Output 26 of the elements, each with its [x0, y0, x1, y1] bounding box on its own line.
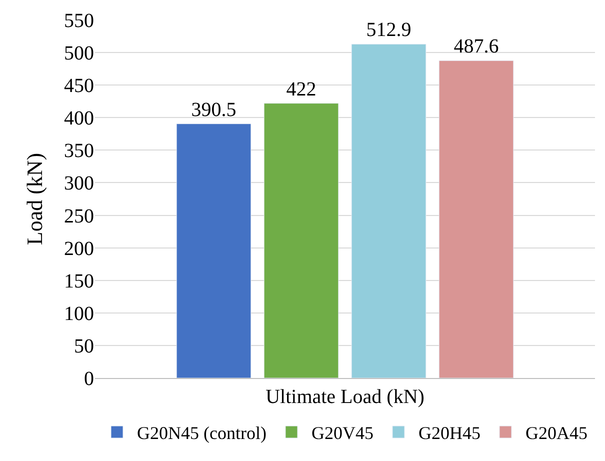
- y-tick-label: 300: [64, 172, 94, 195]
- y-tick-label: 500: [64, 42, 94, 65]
- legend-label: G20A45: [525, 423, 588, 444]
- y-tick-label: 400: [64, 108, 94, 130]
- data-label: 512.9: [366, 19, 412, 42]
- y-tick-label: 0: [84, 368, 94, 390]
- y-tick-label: 350: [64, 140, 94, 162]
- y-tick-label: 50: [74, 335, 94, 358]
- y-tick-label: 100: [64, 302, 94, 325]
- y-tick-label: 150: [64, 270, 94, 292]
- y-tick-label: 450: [64, 75, 94, 98]
- data-label: 390.5: [191, 98, 236, 121]
- bar: [176, 124, 252, 378]
- data-label: 422: [286, 78, 316, 100]
- y-tick-label: 250: [64, 205, 94, 228]
- legend-label: G20V45: [311, 423, 374, 444]
- x-tick-label: Ultimate Load (kN): [266, 386, 424, 408]
- legend-label: G20N45 (control): [137, 423, 266, 444]
- y-tick-label: 200: [64, 238, 94, 260]
- legend-label: G20H45: [418, 423, 480, 444]
- y-axis-title: Load (kN): [22, 152, 47, 246]
- bar: [438, 60, 514, 378]
- y-tick-label: 550: [64, 10, 94, 32]
- bar: [351, 44, 426, 378]
- data-label: 487.6: [454, 36, 499, 58]
- bar: [264, 103, 339, 378]
